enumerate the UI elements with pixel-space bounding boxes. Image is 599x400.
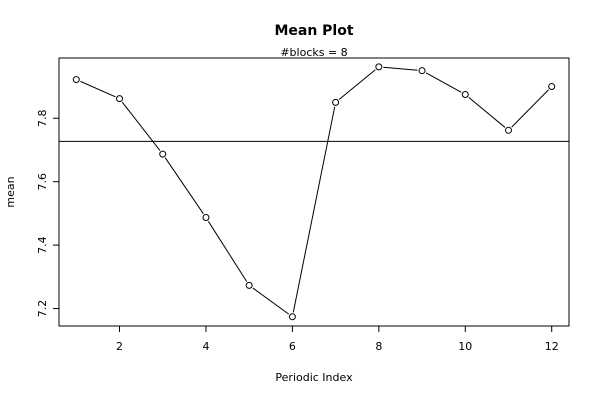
data-point — [375, 63, 383, 71]
x-axis: 2 4 6 8 10 12 — [116, 326, 559, 353]
series-line-segment — [292, 106, 336, 313]
y-tick-label: 7.2 — [36, 300, 49, 318]
x-tick-label: 8 — [375, 340, 382, 353]
x-tick-label: 4 — [202, 340, 209, 353]
plot-area-frame — [58, 57, 570, 327]
data-point — [72, 76, 80, 84]
y-tick-label: 7.6 — [36, 173, 49, 191]
data-point — [245, 281, 253, 289]
series-line-segment — [425, 72, 462, 93]
series-line-segment — [252, 287, 290, 315]
series-line-segment — [338, 69, 376, 100]
series-line-segment — [511, 89, 549, 128]
y-axis: 7.2 7.4 7.6 7.8 — [36, 110, 59, 318]
data-point — [418, 67, 426, 75]
data-point — [116, 95, 124, 103]
data-point — [461, 90, 469, 98]
series-line-segment — [207, 221, 248, 282]
data-point — [159, 150, 167, 158]
x-tick-label: 2 — [116, 340, 123, 353]
x-tick-label: 6 — [289, 340, 296, 353]
x-tick-label: 10 — [458, 340, 472, 353]
data-point — [332, 98, 340, 106]
series-line-segment — [121, 101, 161, 151]
chart-title: Mean Plot — [274, 23, 353, 39]
y-axis-label: mean — [4, 176, 17, 207]
series-mean — [72, 63, 556, 321]
series-line-segment — [80, 80, 116, 98]
chart-subtitle: #blocks = 8 — [280, 46, 347, 59]
data-point — [288, 313, 296, 321]
series-line-segment — [383, 66, 418, 71]
y-tick-label: 7.4 — [36, 236, 49, 254]
data-point — [504, 126, 512, 134]
series-line-segment — [164, 157, 204, 215]
data-point — [548, 83, 556, 91]
x-tick-label: 12 — [545, 340, 559, 353]
data-point — [202, 214, 210, 222]
series-line-segment — [468, 96, 506, 128]
y-tick-label: 7.8 — [36, 110, 49, 128]
x-axis-label: Periodic Index — [275, 371, 353, 384]
